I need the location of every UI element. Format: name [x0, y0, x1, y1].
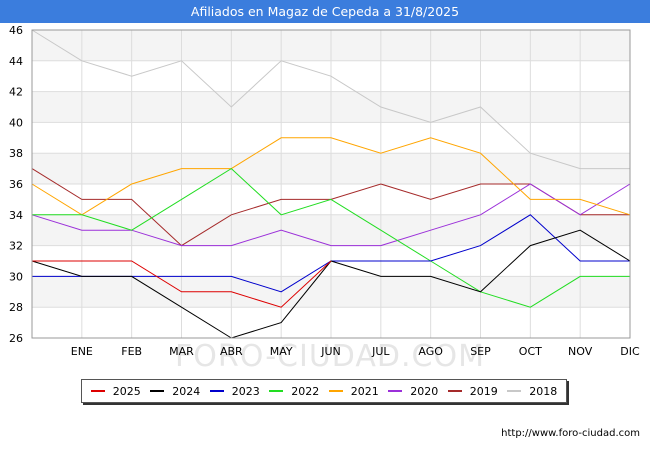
legend-item-2022: 2022 — [269, 385, 319, 398]
y-tick-label: 44 — [9, 55, 23, 68]
legend-item-2019: 2019 — [447, 384, 498, 398]
x-tick-label: DIC — [620, 345, 640, 358]
x-tick-label: ENE — [71, 345, 93, 358]
x-tick-label: OCT — [519, 345, 542, 358]
legend-label: 2020 — [410, 384, 439, 398]
legend-swatch — [447, 390, 462, 392]
y-tick-label: 40 — [9, 116, 23, 129]
series-line-2025 — [32, 260, 332, 308]
legend-swatch — [90, 390, 105, 392]
legend-label: 2019 — [469, 384, 498, 398]
legend-swatch — [388, 390, 403, 392]
legend-label: 2018 — [529, 384, 558, 398]
y-tick-label: 38 — [9, 147, 23, 160]
legend-label: 2021 — [350, 384, 379, 398]
x-tick-label: AGO — [418, 345, 443, 358]
legend-item-2024: 2024 — [150, 385, 200, 398]
series-lines — [31, 29, 631, 339]
y-tick-label: 36 — [9, 178, 23, 191]
plot-frame — [31, 29, 631, 339]
y-tick-label: 28 — [9, 301, 23, 314]
legend-item-2021: 2021 — [328, 384, 379, 398]
legend-swatch — [209, 390, 224, 392]
title-bar — [0, 0, 650, 23]
legend-label: 2025 — [112, 384, 141, 398]
x-tick-label: NOV — [568, 345, 593, 358]
legend-item-2018: 2018 — [507, 385, 557, 398]
legend-label: 2023 — [231, 384, 260, 398]
legend-label: 2024 — [172, 384, 201, 398]
x-tick-label: MAY — [270, 345, 293, 358]
legend-swatch — [150, 390, 165, 392]
series-line-2021 — [31, 137, 631, 216]
y-tick-label: 30 — [9, 270, 23, 283]
y-tick-label: 34 — [9, 209, 23, 222]
x-tick-label: JUN — [320, 345, 341, 358]
x-tick-label: ABR — [220, 345, 243, 358]
x-tick-label: MAR — [169, 345, 194, 358]
series-line-2022 — [32, 167, 630, 308]
chart-title: Afiliados en Magaz de Cepeda a 31/8/2025 — [190, 4, 460, 19]
x-tick-label: JUL — [371, 345, 390, 358]
legend-swatch — [507, 390, 522, 392]
legend-swatch — [328, 390, 343, 392]
legend: 2025 2024 2023 2022 2021 2020 2019 2018 — [81, 379, 567, 403]
source-url: http://www.foro-ciudad.com — [501, 428, 640, 439]
legend-label: 2022 — [291, 384, 320, 398]
y-tick-label: 42 — [9, 86, 23, 99]
legend-item-2023: 2023 — [209, 384, 260, 398]
x-tick-label: FEB — [121, 345, 142, 358]
y-tick-label: 46 — [9, 24, 23, 37]
legend-swatch — [269, 390, 284, 392]
watermark: FORO-CIUDAD.COM — [175, 339, 485, 374]
x-tick-label: SEP — [470, 345, 491, 358]
legend-item-2025: 2025 — [90, 384, 141, 398]
series-line-2018 — [31, 29, 630, 170]
y-tick-label: 32 — [9, 240, 23, 253]
y-tick-labels: 26 28 30 32 34 36 38 40 42 44 46 — [9, 24, 23, 345]
y-tick-label: 26 — [9, 332, 23, 345]
x-tick-labels: ENE FEB MAR ABR MAY JUN JUL AGO SEP OCT NOV DIC — [71, 345, 640, 358]
legend-item-2020: 2020 — [388, 385, 438, 398]
